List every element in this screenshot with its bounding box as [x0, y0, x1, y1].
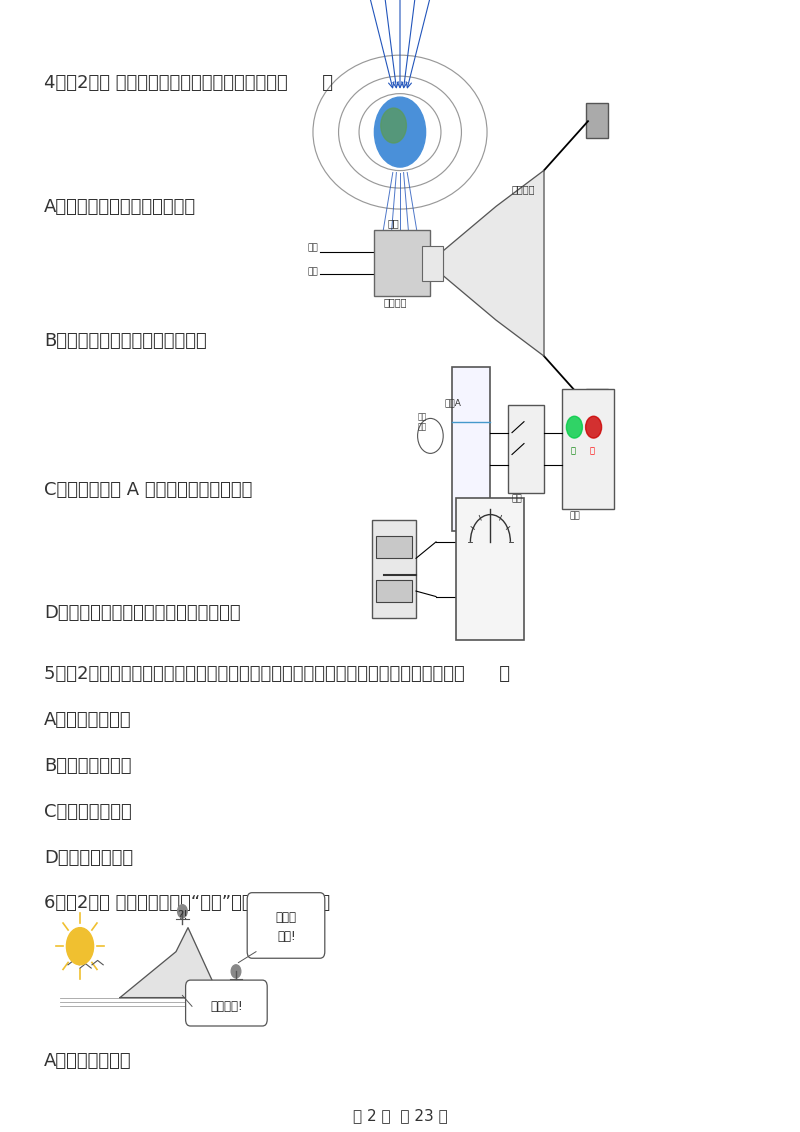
Circle shape [586, 417, 602, 438]
Polygon shape [444, 170, 544, 357]
Text: 液面A: 液面A [444, 398, 461, 408]
FancyBboxPatch shape [372, 520, 416, 618]
Text: 6．（2分） 如图，我看不见“美景”的原因是（      ）: 6．（2分） 如图，我看不见“美景”的原因是（ ） [44, 894, 330, 911]
FancyBboxPatch shape [586, 103, 608, 138]
Text: A．光的直线传播: A．光的直线传播 [44, 1053, 132, 1070]
Text: 电源: 电源 [511, 495, 522, 504]
Text: 第 2 页  共 23 页: 第 2 页 共 23 页 [353, 1108, 447, 1123]
Circle shape [374, 97, 426, 168]
Text: A．生物适应环境: A．生物适应环境 [44, 711, 132, 729]
Text: 我看不见!: 我看不见! [210, 1000, 242, 1013]
Text: 输入: 输入 [308, 267, 318, 276]
Text: A．地磁场北极在地理北极附近: A．地磁场北极在地理北极附近 [44, 198, 196, 216]
Polygon shape [120, 927, 220, 997]
Circle shape [231, 964, 241, 978]
Text: 绿: 绿 [570, 446, 575, 455]
Circle shape [66, 927, 94, 964]
Text: 5．（2分）西藏野牛休息时，体态与岩石相似，有利于捕食和御敌。这种现象体现了（      ）: 5．（2分）西藏野牛休息时，体态与岩石相似，有利于捕食和御敌。这种现象体现了（ … [44, 666, 510, 684]
Text: 橡皮纸盆: 橡皮纸盆 [512, 185, 535, 195]
Text: 那儿好: 那儿好 [276, 911, 297, 924]
FancyBboxPatch shape [456, 498, 524, 641]
Text: 液面
传感: 液面 传感 [418, 412, 427, 431]
Circle shape [566, 417, 582, 438]
FancyBboxPatch shape [376, 580, 412, 602]
FancyBboxPatch shape [422, 246, 443, 281]
Circle shape [381, 108, 406, 143]
FancyBboxPatch shape [562, 389, 614, 509]
Circle shape [178, 904, 187, 918]
Polygon shape [222, 987, 256, 992]
FancyBboxPatch shape [452, 367, 490, 531]
Text: ?!: ?! [178, 909, 189, 921]
Text: 红: 红 [590, 446, 594, 455]
Text: 电源: 电源 [570, 511, 580, 520]
Text: 永久磁铁: 永久磁铁 [384, 297, 407, 307]
FancyBboxPatch shape [374, 231, 430, 297]
FancyBboxPatch shape [508, 405, 544, 492]
Text: B．扬声器与电动机工作原理相同: B．扬声器与电动机工作原理相同 [44, 332, 206, 350]
FancyBboxPatch shape [186, 980, 267, 1026]
Text: B．生物依赖环境: B．生物依赖环境 [44, 757, 131, 775]
Text: D．实验研究的是通电导体在磁场中受力: D．实验研究的是通电导体在磁场中受力 [44, 604, 241, 623]
FancyBboxPatch shape [376, 537, 412, 558]
Text: D．生物改变环境: D．生物改变环境 [44, 849, 133, 867]
Text: C．当水位到达 A 时，绻灯亮、红灯不亮: C．当水位到达 A 时，绻灯亮、红灯不亮 [44, 481, 252, 499]
Text: 美呀!: 美呀! [277, 929, 296, 943]
Text: 信号: 信号 [308, 243, 318, 252]
Text: 线圈: 线圈 [388, 218, 400, 228]
FancyBboxPatch shape [247, 893, 325, 959]
Text: C．环境改变生物: C．环境改变生物 [44, 803, 132, 821]
Text: 4．（2分） 下列关于电与磁的说法，正确的是（      ）: 4．（2分） 下列关于电与磁的说法，正确的是（ ） [44, 75, 333, 92]
FancyBboxPatch shape [586, 389, 608, 423]
